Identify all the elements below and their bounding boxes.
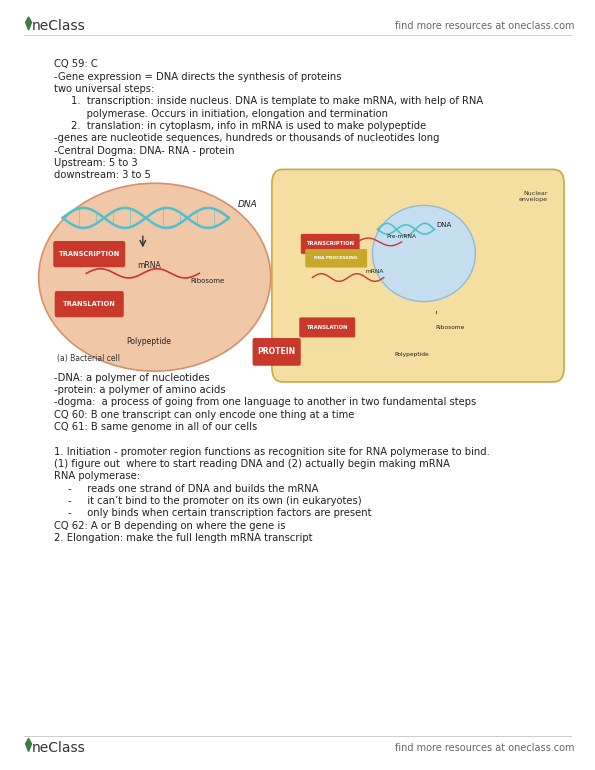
Polygon shape — [26, 17, 32, 30]
FancyBboxPatch shape — [272, 169, 564, 382]
Text: 2. Elongation: make the full length mRNA transcript: 2. Elongation: make the full length mRNA… — [54, 533, 312, 543]
Text: neClass: neClass — [32, 742, 86, 755]
Text: CQ 59: C: CQ 59: C — [54, 59, 98, 69]
Text: (a) Bacterial cell: (a) Bacterial cell — [57, 354, 120, 363]
Text: Ribosome: Ribosome — [436, 325, 465, 330]
FancyBboxPatch shape — [55, 291, 124, 317]
Text: -Central Dogma: DNA- RNA - protein: -Central Dogma: DNA- RNA - protein — [54, 146, 234, 156]
FancyBboxPatch shape — [305, 249, 367, 267]
Ellipse shape — [39, 183, 271, 371]
Text: 1. Initiation - promoter region functions as recognition site for RNA polymerase: 1. Initiation - promoter region function… — [54, 447, 490, 457]
Text: polymerase. Occurs in initiation, elongation and termination: polymerase. Occurs in initiation, elonga… — [71, 109, 389, 119]
Text: RNA PROCESSING: RNA PROCESSING — [314, 256, 358, 260]
Text: 2.  translation: in cytoplasm, info in mRNA is used to make polypeptide: 2. translation: in cytoplasm, info in mR… — [71, 121, 427, 131]
Text: -Gene expression = DNA directs the synthesis of proteins: -Gene expression = DNA directs the synth… — [54, 72, 341, 82]
Text: -     reads one strand of DNA and builds the mRNA: - reads one strand of DNA and builds the… — [68, 484, 319, 494]
FancyBboxPatch shape — [253, 338, 301, 366]
FancyBboxPatch shape — [300, 234, 359, 254]
Text: CQ 61: B same genome in all of our cells: CQ 61: B same genome in all of our cells — [54, 422, 257, 432]
Text: Pre-mRNA: Pre-mRNA — [387, 234, 416, 239]
Text: Nuclear
envelope: Nuclear envelope — [518, 191, 547, 202]
Text: two universal steps:: two universal steps: — [54, 84, 154, 94]
Text: -dogma:  a process of going from one language to another in two fundamental step: -dogma: a process of going from one lang… — [54, 397, 476, 407]
Text: PROTEIN: PROTEIN — [258, 347, 296, 357]
Text: DNA: DNA — [436, 222, 452, 228]
Text: -DNA: a polymer of nucleotides: -DNA: a polymer of nucleotides — [54, 373, 209, 383]
FancyBboxPatch shape — [54, 241, 126, 267]
Text: DNA: DNA — [238, 200, 258, 209]
Text: mRNA: mRNA — [366, 269, 384, 274]
Text: TRANSLATION: TRANSLATION — [306, 325, 348, 330]
Text: find more resources at oneclass.com: find more resources at oneclass.com — [394, 22, 574, 31]
Text: Polypeptide: Polypeptide — [394, 352, 430, 357]
Text: TRANSCRIPTION: TRANSCRIPTION — [306, 241, 354, 246]
Text: -protein: a polymer of amino acids: -protein: a polymer of amino acids — [54, 385, 225, 395]
Text: (1) figure out  where to start reading DNA and (2) actually begin making mRNA: (1) figure out where to start reading DN… — [54, 459, 450, 469]
Text: find more resources at oneclass.com: find more resources at oneclass.com — [394, 744, 574, 753]
Text: TRANSCRIPTION: TRANSCRIPTION — [58, 251, 120, 257]
Text: Upstream: 5 to 3: Upstream: 5 to 3 — [54, 158, 137, 168]
Text: -     only binds when certain transcription factors are present: - only binds when certain transcription … — [68, 508, 372, 518]
Text: neClass: neClass — [32, 19, 86, 33]
Text: mRNA: mRNA — [137, 260, 161, 269]
Text: Ribosome: Ribosome — [190, 278, 225, 284]
Text: CQ 62: A or B depending on where the gene is: CQ 62: A or B depending on where the gen… — [54, 521, 285, 531]
Text: RNA polymerase:: RNA polymerase: — [54, 471, 140, 481]
Text: CQ 60: B one transcript can only encode one thing at a time: CQ 60: B one transcript can only encode … — [54, 410, 354, 420]
Text: downstream: 3 to 5: downstream: 3 to 5 — [54, 170, 151, 180]
Text: TRANSLATION: TRANSLATION — [63, 301, 115, 307]
Polygon shape — [26, 738, 32, 752]
FancyBboxPatch shape — [299, 317, 355, 337]
Text: Polypeptide: Polypeptide — [126, 337, 171, 346]
Text: -     it can’t bind to the promoter on its own (in eukaryotes): - it can’t bind to the promoter on its o… — [68, 496, 362, 506]
Ellipse shape — [372, 206, 475, 302]
Text: 1.  transcription: inside nucleus. DNA is template to make mRNA, with help of RN: 1. transcription: inside nucleus. DNA is… — [71, 96, 484, 106]
Text: -genes are nucleotide sequences, hundreds or thousands of nucleotides long: -genes are nucleotide sequences, hundred… — [54, 133, 439, 143]
